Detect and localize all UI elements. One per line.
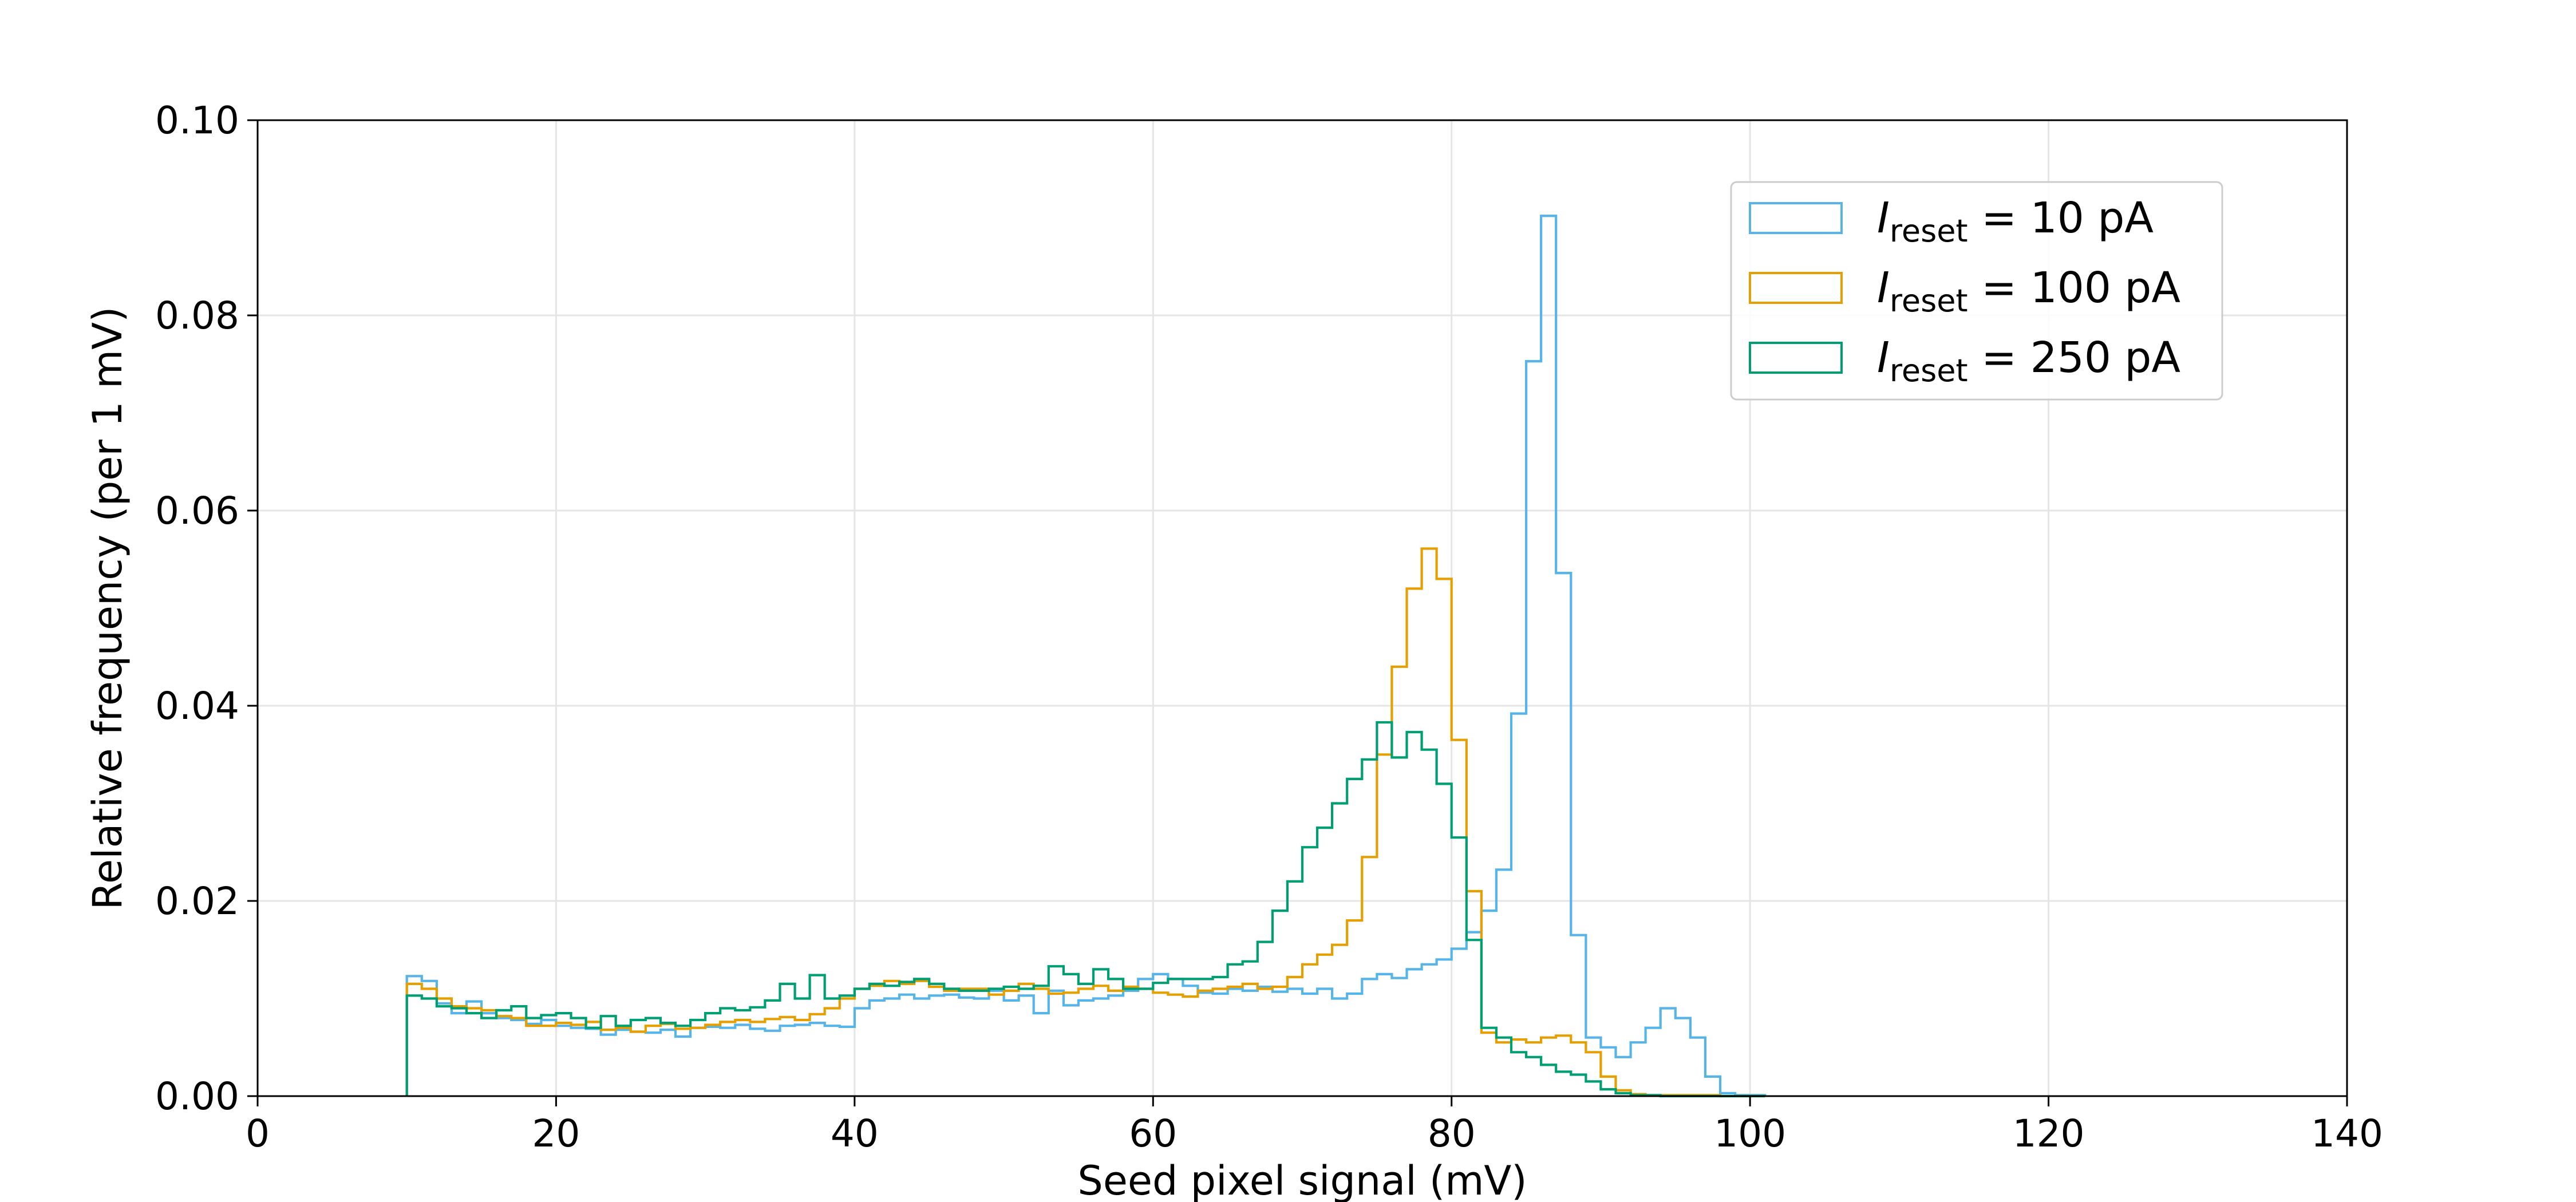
legend-swatch [1749,342,1843,374]
x-tick-label: 80 [1428,1112,1476,1156]
x-tick-label: 60 [1129,1112,1177,1156]
y-tick-label: 0.04 [155,684,239,728]
plot-frame [256,119,2348,1097]
legend-label-symbol: I [1877,333,1890,382]
series-layer [405,215,1767,1098]
legend-label-subscript: reset [1890,213,1968,249]
series-2-histogram [405,721,1765,1098]
x-axis-label: Seed pixel signal (mV) [1077,1157,1527,1202]
legend-swatch [1749,202,1843,234]
x-tick-label: 120 [2013,1112,2085,1156]
legend-label: Ireset = 10 pA [1877,193,2154,249]
legend-box [1730,181,2223,401]
legend-label-subscript: reset [1890,353,1968,389]
legend-label-value: = 10 pA [1968,193,2154,243]
legend-label-symbol: I [1877,263,1890,313]
x-tick-label: 0 [246,1112,270,1156]
legend-label-subscript: reset [1890,283,1968,319]
axis-ticks: 0 20 40 60 80 100 120 140 0.00 0.02 0.04 0.06 0.08 0.… [155,98,2383,1156]
y-tick-label: 0.10 [155,98,239,143]
x-tick-label: 100 [1714,1112,1786,1156]
x-tick-label: 40 [831,1112,879,1156]
legend-label: Ireset = 250 pA [1877,333,2180,389]
legend-label-symbol: I [1877,193,1890,243]
y-tick-label: 0.02 [155,879,239,923]
x-tick-label: 140 [2311,1112,2383,1156]
y-tick-label: 0.00 [155,1074,239,1118]
y-axis-label: Relative frequency (per 1 mV) [84,307,131,910]
legend-swatch [1749,272,1843,304]
legend-label-value: = 100 pA [1968,263,2181,313]
legend-label-value: = 250 pA [1968,333,2181,382]
x-tick-label: 20 [532,1112,580,1156]
y-tick-label: 0.06 [155,489,239,533]
y-tick-label: 0.08 [155,294,239,338]
legend-label: Ireset = 100 pA [1877,263,2180,319]
series-1-histogram [405,547,1765,1098]
